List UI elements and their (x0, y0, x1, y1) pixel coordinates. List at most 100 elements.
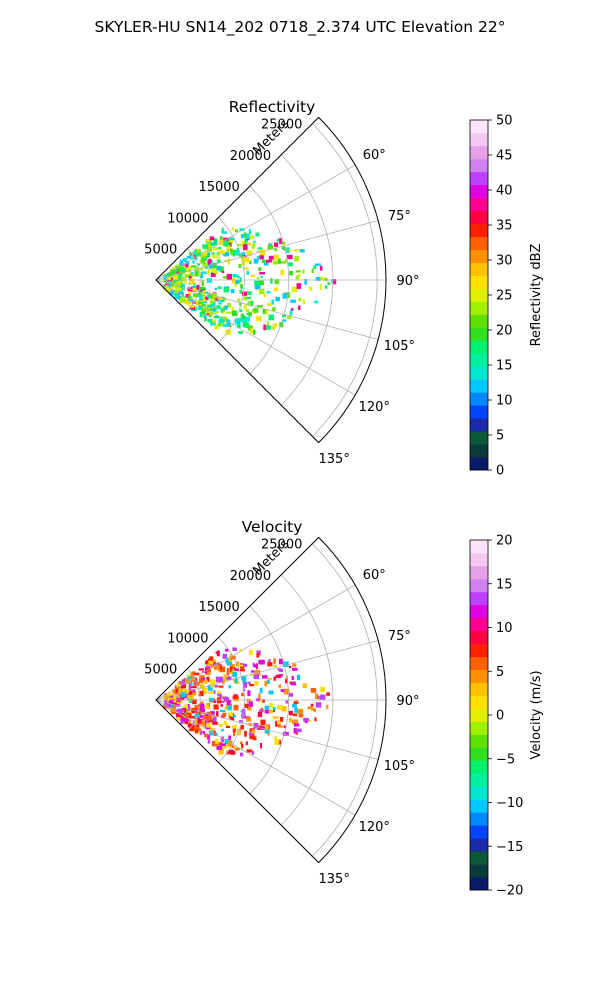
colorbar-swatch (470, 444, 488, 458)
echo-cell (190, 690, 197, 696)
echo-cell (234, 746, 237, 750)
echo-cell (262, 259, 266, 263)
echo-cell (203, 314, 207, 318)
echo-cell (245, 233, 250, 238)
echo-cell (175, 703, 180, 707)
echo-cell (243, 244, 248, 251)
echo-cell (241, 234, 244, 239)
echo-cell (277, 721, 280, 725)
echo-cell (236, 318, 242, 323)
colorbar-swatch (470, 773, 488, 787)
echo-cell (174, 691, 178, 696)
echo-cell (286, 315, 292, 320)
echo-cell (267, 303, 273, 306)
echo-cell (187, 720, 192, 725)
echo-cell (202, 244, 208, 249)
echo-cell (211, 254, 217, 259)
echo-cell (196, 284, 200, 290)
echo-cell (257, 711, 263, 718)
reflectivity-grid (155, 116, 387, 444)
range-ring (249, 605, 290, 795)
echo-cell (169, 285, 175, 289)
echo-cell (311, 268, 314, 273)
echo-cell (172, 700, 177, 703)
echo-cell (287, 254, 293, 260)
echo-cell (232, 725, 237, 729)
echo-cell (239, 277, 242, 282)
echo-cell (220, 743, 226, 746)
echo-cell (331, 279, 334, 283)
echo-cell (167, 272, 173, 279)
echo-cell (199, 729, 202, 736)
echo-cell (206, 291, 209, 294)
echo-cell (188, 695, 194, 700)
echo-cell (245, 236, 251, 240)
echo-cell (202, 299, 207, 302)
echo-cell (242, 679, 247, 683)
echo-cell (194, 672, 200, 676)
echo-cell (184, 721, 188, 725)
echo-cell (223, 721, 227, 725)
echo-cell (199, 272, 204, 279)
angle-tick-label: 135° (319, 452, 350, 467)
echo-cell (296, 283, 302, 289)
echo-cell (170, 703, 175, 709)
echo-cell (167, 277, 171, 281)
echo-cell (192, 689, 196, 693)
echo-cell (184, 278, 187, 284)
colorbar-swatch (470, 812, 488, 826)
echo-cell (258, 709, 264, 713)
echo-cell (280, 261, 286, 264)
radial-gridline (155, 699, 356, 816)
echo-cell (170, 269, 176, 274)
echo-cell (245, 309, 250, 312)
echo-cell (211, 267, 217, 273)
echo-cell (267, 679, 270, 684)
echo-cell (254, 681, 259, 686)
echo-cell (216, 697, 222, 704)
colorbar-swatch (470, 864, 488, 878)
echo-cell (219, 666, 226, 673)
echo-cell (313, 265, 317, 269)
echo-cell (332, 279, 337, 285)
reflectivity-field (162, 227, 337, 335)
echo-cell (215, 651, 220, 654)
echo-cell (273, 676, 276, 681)
echo-cell (276, 238, 281, 242)
echo-cell (176, 273, 183, 278)
range-ring (218, 217, 245, 343)
colorbar-label: Velocity (m/s) (529, 670, 544, 759)
echo-cell (208, 307, 212, 310)
echo-cell (172, 705, 176, 709)
echo-cell (230, 289, 235, 294)
echo-cell (182, 258, 188, 262)
colorbar-tick-label: 50 (496, 114, 513, 129)
echo-cell (256, 255, 259, 262)
echo-cell (183, 268, 189, 273)
echo-cell (209, 311, 214, 317)
echo-cell (180, 289, 183, 295)
colorbar-swatch (470, 708, 488, 722)
colorbar-swatch (470, 721, 488, 735)
echo-cell (243, 296, 247, 301)
echo-cell (217, 296, 223, 300)
radial-tick-label: 5000 (144, 663, 177, 678)
echo-cell (210, 684, 214, 688)
echo-cell (298, 713, 304, 718)
echo-cell (239, 648, 243, 652)
echo-cell (183, 688, 190, 694)
echo-cell (180, 684, 186, 689)
echo-cell (315, 693, 318, 699)
echo-cell (213, 690, 216, 694)
echo-cell (193, 282, 196, 286)
echo-cell (285, 259, 288, 263)
echo-cell (227, 740, 233, 747)
echo-cell (194, 271, 199, 276)
echo-cell (189, 725, 195, 732)
echo-cell (202, 262, 208, 267)
echo-cell (258, 267, 262, 272)
echo-cell (211, 661, 216, 665)
echo-cell (218, 302, 223, 305)
colorbar-tick-label: 40 (496, 184, 513, 199)
echo-cell (268, 243, 273, 247)
